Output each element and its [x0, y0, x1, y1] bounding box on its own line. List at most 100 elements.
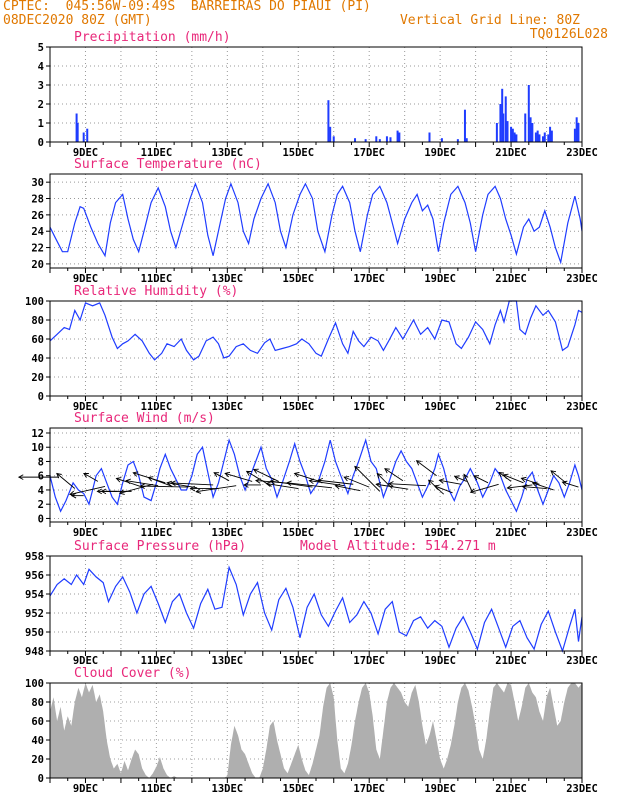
precip-bar — [332, 136, 335, 142]
wind-arrowhead — [170, 480, 176, 486]
wind-arrowhead — [115, 477, 122, 483]
wind-vector — [354, 466, 381, 492]
precip-bar — [504, 96, 507, 142]
precip-bar — [375, 136, 378, 142]
y-tick-label: 2 — [38, 499, 44, 511]
x-tick-label: 19DEC — [424, 527, 456, 539]
precip-bar — [549, 126, 552, 142]
x-tick-label: 17DEC — [353, 147, 385, 159]
wind-vector — [270, 480, 313, 488]
x-tick-label: 15DEC — [282, 273, 314, 285]
wind-arrowhead — [269, 478, 276, 485]
wind-arrowhead — [521, 484, 528, 490]
x-tick-label: 13DEC — [212, 655, 244, 667]
panel-4: 0 2 4 6 8 10 12 9DEC 11DEC 13DEC 15DEC 17DEC 19DEC 21… — [17, 411, 598, 539]
precip-bar — [463, 109, 466, 142]
y-tick-label: 26 — [31, 210, 44, 222]
precip-bar — [440, 138, 443, 142]
x-tick-label: 23DEC — [566, 527, 598, 539]
wind-arrowhead — [166, 480, 173, 487]
y-tick-label: 60 — [31, 716, 44, 728]
x-tick-label: 15DEC — [282, 401, 314, 413]
y-tick-label: 952 — [25, 608, 44, 620]
cloud-area — [50, 683, 582, 778]
grid-line-label: Vertical Grid Line: 80Z — [399, 13, 580, 28]
wind-arrowhead — [70, 492, 77, 499]
x-tick-label: 11DEC — [141, 401, 173, 413]
precip-bar — [396, 130, 399, 142]
y-tick-label: 100 — [25, 678, 44, 690]
x-tick-label: 21DEC — [495, 783, 527, 795]
precip-bar — [354, 138, 357, 142]
precip-bar — [575, 117, 578, 142]
wind-arrowhead — [243, 482, 249, 488]
series-line — [49, 437, 583, 513]
station-title: CPTEC: 045:56W-09:49S BARREIRAS DO PIAUI… — [3, 0, 371, 14]
wind-arrowhead — [118, 489, 125, 495]
x-tick-label: 21DEC — [495, 273, 527, 285]
x-tick-label: 19DEC — [424, 273, 456, 285]
y-tick-label: 3 — [38, 80, 44, 92]
x-tick-label: 23DEC — [566, 655, 598, 667]
precip-bar — [511, 128, 514, 142]
model-altitude-label: Model Altitude: 514.271 m — [300, 539, 496, 554]
precip-bar — [364, 139, 367, 142]
wind-arrowhead — [354, 465, 360, 472]
wind-vector — [69, 485, 106, 495]
panel-title: Precipitation (mm/h) — [74, 30, 231, 45]
wind-vector — [473, 475, 489, 484]
wind-vector — [507, 484, 533, 489]
wind-vector — [119, 483, 153, 494]
wind-arrowhead — [415, 460, 422, 466]
x-tick-label: 13DEC — [212, 147, 244, 159]
y-tick-label: 0 — [38, 137, 44, 149]
wind-arrowhead — [473, 475, 480, 481]
x-tick-label: 21DEC — [495, 527, 527, 539]
precip-bar — [465, 138, 468, 142]
wind-arrowhead — [224, 471, 231, 478]
y-tick-label: 948 — [25, 646, 44, 658]
wind-arrowhead — [463, 473, 469, 480]
wind-arrowhead — [531, 481, 538, 487]
panel-title: Surface Temperature (nC) — [74, 157, 262, 172]
precip-bar — [510, 126, 513, 142]
x-tick-label: 9DEC — [73, 273, 98, 285]
wind-vector — [416, 460, 437, 477]
wind-vector — [503, 474, 524, 484]
wind-arrowhead — [561, 480, 568, 487]
precip-bar — [428, 132, 431, 142]
precip-bar — [531, 123, 534, 142]
wind-vector — [384, 468, 404, 482]
run-date: 08DEC2020 80Z (GMT) — [3, 13, 152, 28]
y-tick-label: 10 — [31, 442, 44, 454]
y-tick-label: 6 — [38, 471, 44, 483]
wind-vector — [454, 475, 467, 482]
header: CPTEC: 045:56W-09:49S BARREIRAS DO PIAUI… — [0, 0, 618, 46]
precip-bar — [86, 128, 89, 142]
x-tick-label: 9DEC — [73, 401, 98, 413]
precip-bar — [385, 136, 388, 142]
x-tick-label: 17DEC — [353, 273, 385, 285]
y-tick-label: 1 — [38, 118, 44, 130]
x-tick-label: 15DEC — [282, 783, 314, 795]
y-tick-label: 40 — [31, 353, 44, 365]
wind-vector — [140, 485, 189, 488]
x-tick-label: 15DEC — [282, 147, 314, 159]
precip-bar — [529, 117, 532, 142]
y-tick-label: 956 — [25, 570, 44, 582]
x-tick-label: 9DEC — [73, 783, 98, 795]
y-tick-label: 30 — [31, 177, 44, 189]
wind-vector — [266, 483, 299, 489]
panel-3: 0 20 40 60 80 100 9DEC 11DEC 13DEC 15DEC 17DEC 19DE… — [25, 284, 598, 413]
precip-bar — [501, 88, 504, 142]
wind-arrowhead — [265, 481, 272, 487]
wind-vector — [470, 483, 499, 493]
wind-arrowhead — [433, 484, 440, 490]
wind-arrowhead — [245, 470, 252, 476]
precip-bar — [378, 139, 381, 142]
panel-title: Surface Wind (m/s) — [74, 411, 215, 426]
wind-vector — [126, 480, 159, 487]
x-tick-label: 23DEC — [566, 147, 598, 159]
x-tick-label: 23DEC — [566, 401, 598, 413]
